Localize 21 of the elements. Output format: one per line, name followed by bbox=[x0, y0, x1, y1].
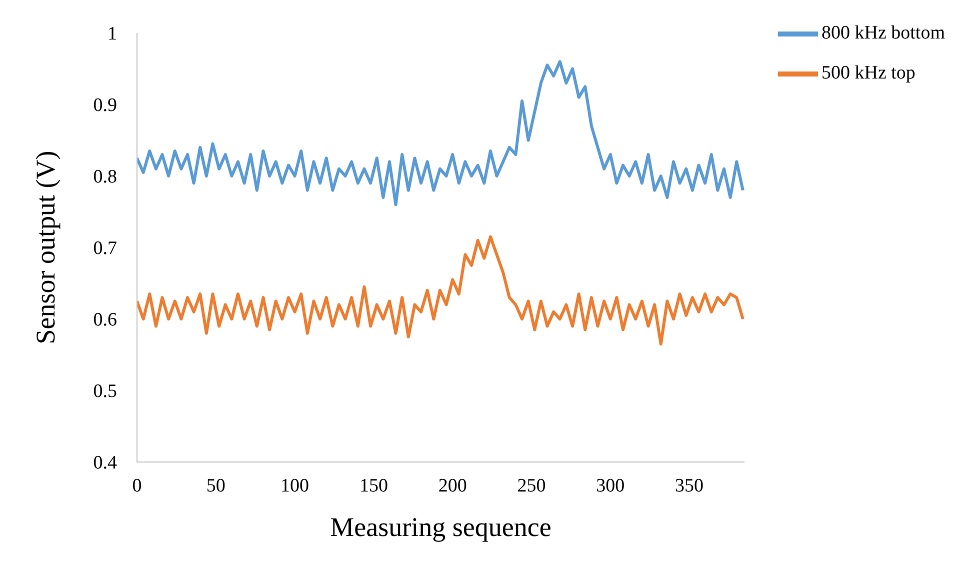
y-tick-label: 0.9 bbox=[93, 95, 117, 116]
x-tick-label: 50 bbox=[206, 475, 226, 496]
x-tick-label: 0 bbox=[132, 475, 142, 496]
y-tick-label: 0.6 bbox=[93, 310, 117, 331]
y-tick-label: 0.7 bbox=[93, 238, 117, 260]
legend-label: 500 kHz top bbox=[822, 62, 916, 84]
x-tick-label: 200 bbox=[438, 475, 467, 496]
y-axis-title: Sensor output (V) bbox=[30, 150, 61, 344]
x-tick-label: 350 bbox=[675, 475, 704, 496]
y-tick-label: 1 bbox=[108, 24, 117, 45]
line-series bbox=[137, 60, 744, 206]
y-tick-label: 0.4 bbox=[93, 452, 118, 474]
x-tick-label: 300 bbox=[596, 475, 625, 496]
x-tick-label: 250 bbox=[517, 475, 546, 496]
y-tick-label: 0.8 bbox=[93, 166, 117, 188]
x-tick-label: 100 bbox=[280, 475, 310, 496]
x-tick-label: 150 bbox=[359, 475, 388, 496]
x-axis-title: Measuring sequence bbox=[330, 512, 552, 542]
y-tick-label: 0.5 bbox=[93, 381, 117, 402]
legend-label: 800 kHz bottom bbox=[822, 22, 945, 44]
line-series bbox=[137, 235, 744, 346]
